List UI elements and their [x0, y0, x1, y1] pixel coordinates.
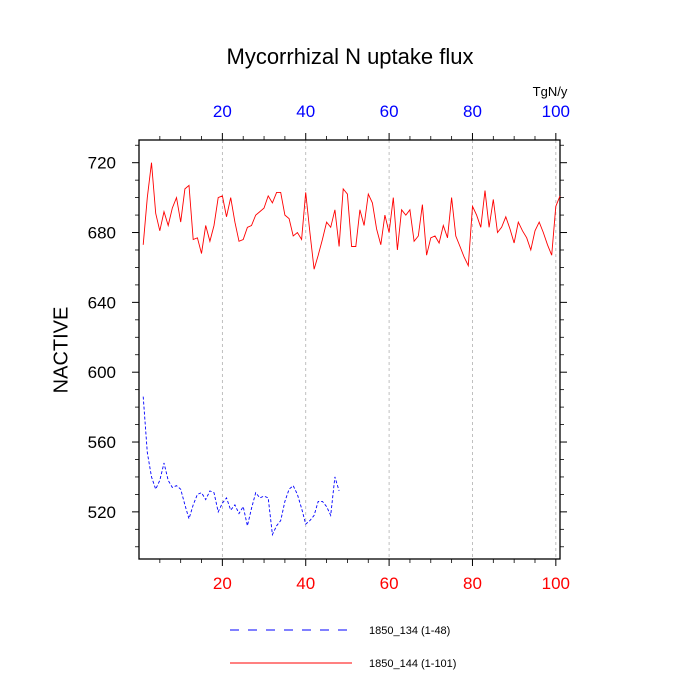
- y-tick-label: 640: [88, 293, 116, 312]
- x-tick-label-bottom: 100: [542, 574, 570, 593]
- x-tick-label-top: 40: [296, 102, 315, 121]
- y-tick-label: 680: [88, 224, 116, 243]
- chart-title: Mycorrhizal N uptake flux: [226, 44, 474, 69]
- x-tick-label-bottom: 20: [213, 574, 232, 593]
- legend-label-2: 1850_144 (1-101): [369, 658, 456, 670]
- series-line-2: [142, 162, 561, 270]
- plot-frame: [138, 139, 561, 560]
- x-tick-label-top: 80: [463, 102, 482, 121]
- y-tick-label: 600: [88, 363, 116, 382]
- x-tick-label-top: 60: [380, 102, 399, 121]
- units-label: TgN/y: [532, 84, 568, 99]
- y-tick-label: 560: [88, 433, 116, 452]
- x-tick-label-top: 20: [213, 102, 232, 121]
- x-tick-label-bottom: 40: [296, 574, 315, 593]
- x-tick-label-bottom: 60: [380, 574, 399, 593]
- x-tick-label-bottom: 80: [463, 574, 482, 593]
- legend-label-1: 1850_134 (1-48): [369, 625, 450, 637]
- x-tick-label-top: 100: [542, 102, 570, 121]
- series-line-1: [142, 396, 340, 537]
- y-tick-label: 520: [88, 503, 116, 522]
- y-tick-label: 720: [88, 154, 116, 173]
